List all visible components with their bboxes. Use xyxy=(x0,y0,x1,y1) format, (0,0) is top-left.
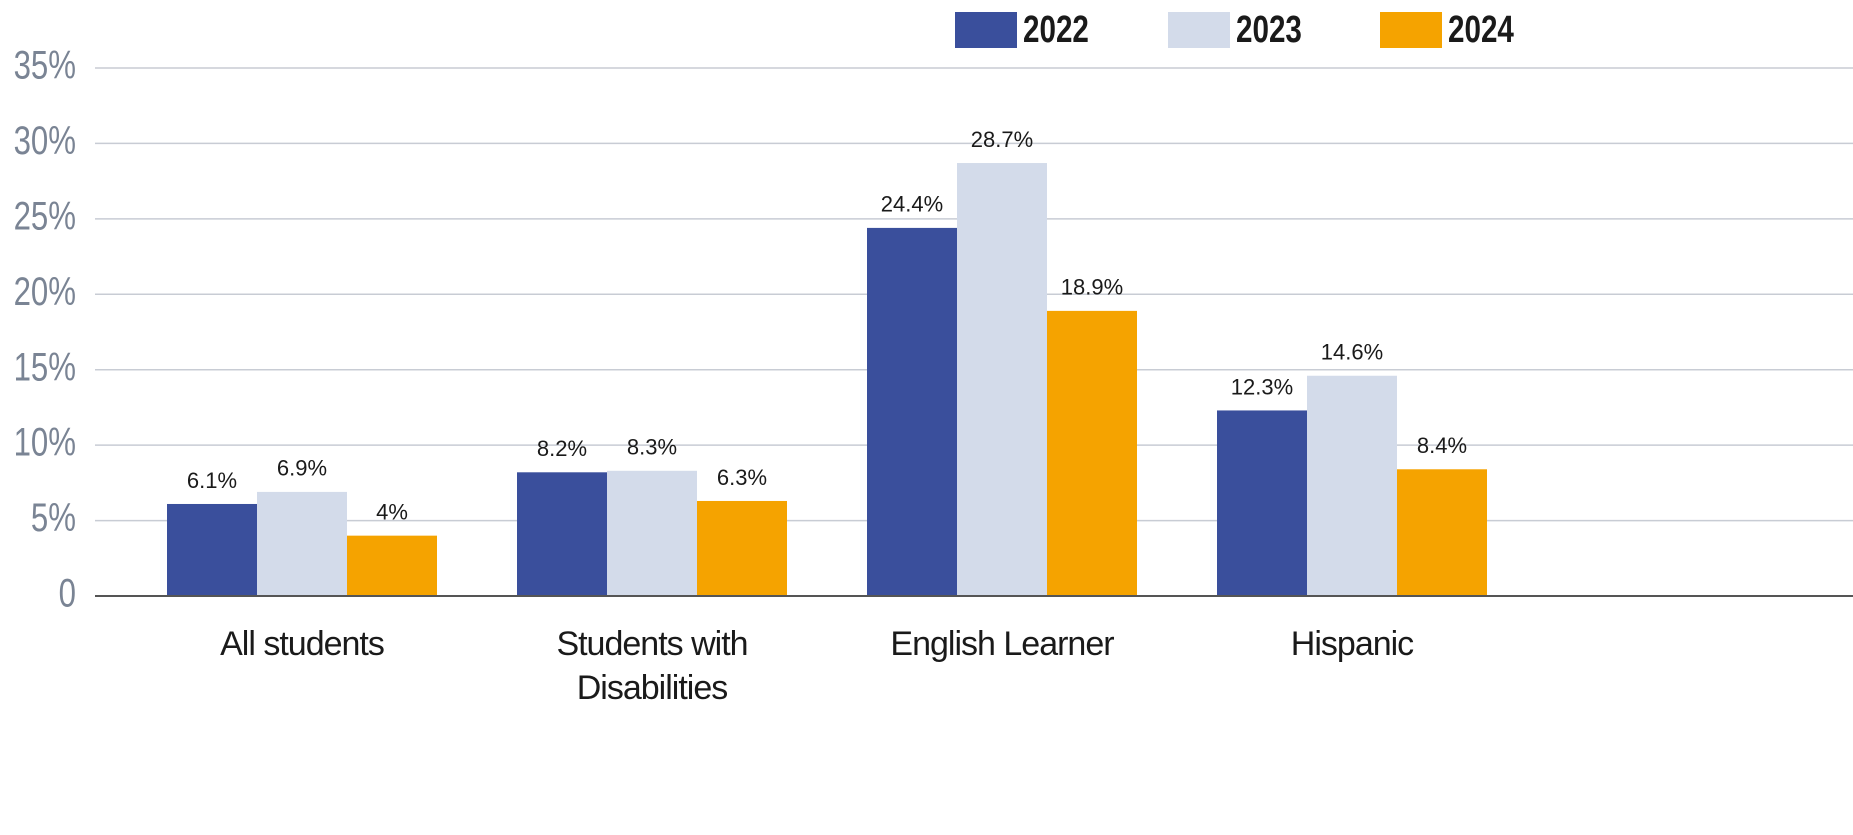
bar xyxy=(517,472,607,596)
x-tick-label: Hispanic xyxy=(1290,625,1414,663)
y-tick-label: 0 xyxy=(59,571,76,616)
bar xyxy=(1307,375,1397,596)
y-tick-label: 30% xyxy=(14,118,76,163)
data-label: 4% xyxy=(376,499,408,524)
y-tick-label: 25% xyxy=(14,194,76,239)
legend-swatch xyxy=(955,12,1017,48)
data-label: 6.3% xyxy=(717,465,767,490)
data-label: 6.9% xyxy=(277,456,327,481)
x-tick-label: All students xyxy=(220,625,385,663)
bar xyxy=(1047,310,1137,596)
y-tick-label: 5% xyxy=(31,495,76,540)
bar xyxy=(1397,469,1487,596)
legend-swatch xyxy=(1380,12,1442,48)
data-label: 24.4% xyxy=(881,192,943,217)
x-tick-label: English Learner xyxy=(890,625,1114,663)
bar xyxy=(257,491,347,596)
data-label: 18.9% xyxy=(1061,275,1123,300)
legend-label: 2022 xyxy=(1023,9,1089,51)
y-tick-label: 20% xyxy=(14,269,76,314)
bar xyxy=(167,503,257,596)
bar xyxy=(957,163,1047,597)
x-tick-label: Students with Disabilities xyxy=(556,625,748,707)
data-label: 8.2% xyxy=(537,436,587,461)
data-label: 28.7% xyxy=(971,127,1033,152)
y-tick-label: 10% xyxy=(14,420,76,465)
bar xyxy=(697,500,787,596)
data-label: 8.4% xyxy=(1417,433,1467,458)
bar xyxy=(867,227,957,596)
bar xyxy=(1217,410,1307,596)
data-label: 6.1% xyxy=(187,468,237,493)
bar xyxy=(607,470,697,596)
bar xyxy=(347,535,437,596)
y-tick-label: 35% xyxy=(14,43,76,88)
legend-label: 2024 xyxy=(1448,9,1514,51)
y-tick-label: 15% xyxy=(14,345,76,390)
data-label: 12.3% xyxy=(1231,374,1293,399)
data-label: 8.3% xyxy=(627,435,677,460)
data-label: 14.6% xyxy=(1321,340,1383,365)
legend-label: 2023 xyxy=(1236,9,1302,51)
legend-swatch xyxy=(1168,12,1230,48)
